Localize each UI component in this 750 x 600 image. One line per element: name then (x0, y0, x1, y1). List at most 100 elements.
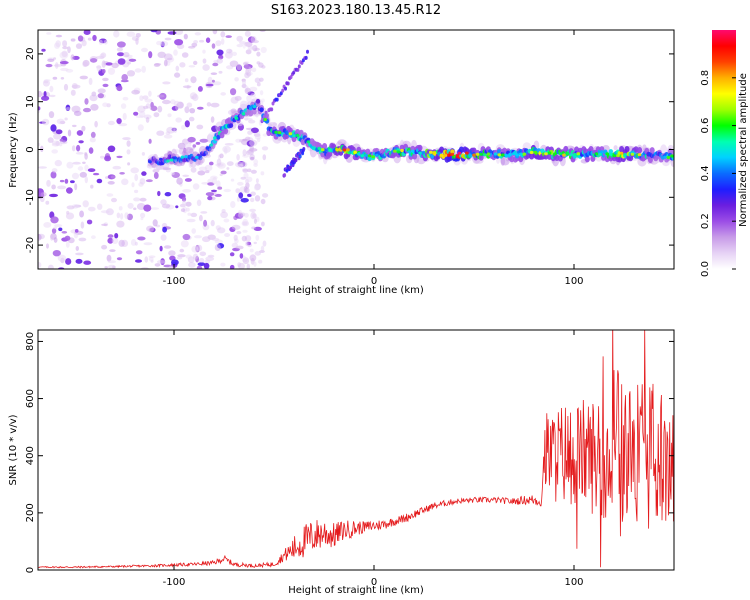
heatmap-cell-559 (57, 254, 67, 262)
snr-x-ticks: -100 0 100 (163, 330, 584, 588)
heatmap-cell-1603 (647, 156, 653, 164)
heatmap-cell-744 (253, 261, 257, 267)
heatmap-cell-479 (118, 239, 125, 247)
heatmap-cell-1641 (209, 143, 213, 147)
heatmap-cell-1705 (594, 152, 599, 156)
x-tick-label: 100 (564, 577, 583, 588)
heatmap-cell-495 (176, 177, 183, 185)
heatmap-cell-536 (117, 58, 126, 65)
heatmap-cell-738 (256, 61, 261, 65)
y-tick-label: -20 (25, 237, 36, 253)
heatmap-cell-43 (218, 70, 223, 74)
heatmap-cell-540 (166, 126, 175, 134)
heatmap-cell-354 (47, 264, 54, 269)
heatmap-cell-994 (281, 88, 285, 93)
heatmap-cell-397 (111, 197, 117, 203)
heatmap-cell-188 (182, 189, 192, 193)
x-tick-label: -100 (163, 276, 186, 287)
heatmap-cell-1695 (529, 150, 534, 155)
heatmap-cell-243 (157, 105, 163, 113)
heatmap-cell-1653 (306, 140, 311, 144)
heatmap-cell-1681 (472, 153, 476, 157)
heatmap-cell-539 (243, 172, 249, 178)
heatmap-cell-1716 (670, 154, 674, 158)
heatmap-cell-578 (148, 227, 154, 233)
heatmap-cell-615 (46, 243, 49, 249)
heatmap-cell-1635 (173, 156, 177, 160)
heatmap-cell-618 (80, 221, 85, 229)
heatmap-cell-581 (124, 212, 129, 220)
heatmap-cell-401 (137, 236, 146, 241)
heatmap-cell-725 (237, 262, 242, 268)
heatmap-cell-677 (244, 212, 249, 218)
heatmap-cell-33 (188, 116, 195, 122)
heatmap-cell-292 (142, 95, 149, 100)
heatmap-cell-139 (223, 218, 230, 223)
heatmap-cell-1040 (298, 154, 302, 159)
heatmap-cell-755 (242, 149, 247, 157)
heatmap-cell-1639 (202, 153, 206, 157)
heatmap-cell-167 (156, 130, 165, 136)
heatmap-cell-472 (38, 166, 47, 169)
heatmap-cell-606 (40, 192, 47, 197)
heatmap-cell-1577 (624, 146, 630, 153)
heatmap-cell-562 (233, 234, 238, 241)
heatmap-cell-1093 (188, 148, 194, 155)
heatmap-cell-593 (61, 50, 68, 57)
heatmap-cell-1692 (515, 153, 519, 157)
heatmap-cell-347 (46, 179, 51, 187)
heatmap-cell-325 (107, 120, 115, 126)
heatmap-cell-383 (184, 120, 190, 128)
heatmap-cell-356 (202, 49, 206, 54)
heatmap-cell-9 (119, 172, 125, 175)
heatmap-cell-643 (192, 144, 197, 148)
heatmap-cell-691 (250, 36, 257, 43)
heatmap-cell-137 (90, 131, 96, 138)
heatmap-cell-1688 (501, 153, 505, 157)
heatmap-cell-34 (164, 192, 172, 197)
heatmap-cell-153 (191, 42, 198, 48)
heatmap-cell-424 (56, 118, 65, 125)
heatmap-cell-108 (241, 83, 247, 89)
heatmap-cell-125 (162, 81, 171, 85)
heatmap-cell-416 (116, 212, 121, 219)
heatmap-cell-1709 (612, 154, 617, 158)
heatmap-cell-56 (61, 231, 68, 234)
heatmap-cell-413 (231, 224, 241, 230)
heatmap-cell-478 (148, 138, 152, 144)
heatmap-cell-1707 (605, 152, 609, 156)
heatmap-cell-1648 (274, 130, 278, 134)
heatmap-cell-1647 (263, 117, 268, 122)
heatmap-cell-136 (66, 161, 74, 169)
heatmap-cell-681 (240, 176, 247, 180)
heatmap-cell-481 (55, 129, 63, 135)
heatmap-cell-582 (83, 30, 91, 35)
heatmap-cell-577 (72, 124, 77, 128)
y-tick-label: 0 (25, 146, 36, 152)
heatmap-cell-432 (64, 117, 68, 121)
heatmap-cell-684 (242, 41, 246, 49)
heatmap-cell-13 (181, 196, 187, 202)
heatmap-cell-1655 (321, 148, 325, 152)
heatmap-cell-520 (89, 94, 98, 102)
heatmap-cell-454 (244, 41, 253, 47)
heatmap-cell-1650 (288, 132, 293, 136)
heatmap-cell-623 (162, 226, 168, 233)
heatmap-cell-574 (224, 143, 234, 146)
heatmap-cell-253 (82, 161, 86, 164)
heatmap-cell-496 (197, 170, 206, 176)
heatmap-cell-322 (63, 83, 69, 91)
heatmap-cell-175 (38, 142, 41, 147)
snr-y-label: SNR (10 * v/v) (8, 414, 19, 485)
heatmap-cell-758 (245, 241, 249, 246)
heatmap-cell-425 (135, 33, 141, 38)
heatmap-cell-1704 (576, 152, 581, 156)
heatmap-cell-355 (167, 113, 172, 118)
heatmap-cell-1560 (608, 149, 613, 154)
heatmap-cell-306 (66, 187, 73, 194)
heatmap-cell-89 (175, 65, 180, 72)
heatmap-cell-361 (111, 237, 119, 244)
heatmap-cell-486 (73, 110, 82, 117)
heatmap-cell-627 (188, 65, 196, 68)
heatmap-cell-740 (243, 186, 248, 193)
